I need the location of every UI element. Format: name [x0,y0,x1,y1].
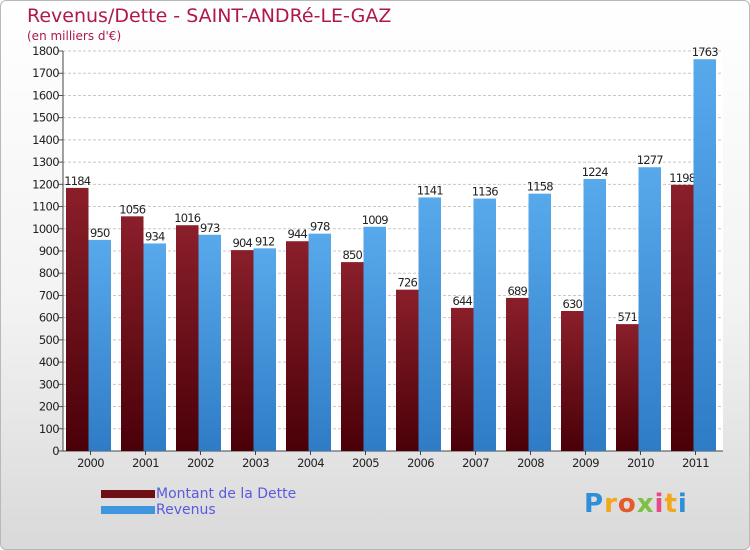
y-tick-label: 1700 [32,66,59,80]
y-tick-label: 1200 [32,177,59,191]
x-tick-label: 2006 [407,456,434,470]
bar-revenus [363,226,386,451]
data-label: 1141 [417,183,444,197]
bar-revenus [253,248,276,451]
bar-revenus [418,197,441,451]
data-label: 1184 [64,174,91,188]
data-label: 1277 [637,153,664,167]
data-label: 973 [200,221,220,235]
bar-revenus [308,233,331,451]
x-tick-label: 2008 [517,456,544,470]
x-tick-label: 2002 [187,456,214,470]
data-label: 1056 [119,202,146,216]
bar-revenus [473,198,496,451]
bar-dette [176,225,199,451]
data-label: 630 [562,297,582,311]
data-label: 944 [287,227,307,241]
y-tick-label: 1400 [32,133,59,147]
bar-revenus [583,179,606,451]
bar-revenus [638,167,661,451]
proxiti-logo: Proxiti [584,489,688,519]
x-tick-label: 2005 [352,456,379,470]
bar-revenus [693,59,716,451]
logo-letter: i [677,489,688,519]
bar-revenus [143,243,166,451]
y-tick-label: 900 [39,244,59,258]
data-label: 571 [617,310,637,324]
y-tick-label: 200 [39,400,59,414]
x-tick-label: 2001 [132,456,159,470]
bar-dette [341,262,364,451]
data-label: 726 [397,276,417,290]
bar-dette [561,311,584,451]
bar-dette [451,307,474,451]
y-tick-label: 1800 [32,44,59,58]
data-label: 950 [90,226,110,240]
legend-swatch-revenus [101,506,155,514]
bar-dette [286,241,309,451]
bar-dette [121,216,144,451]
x-tick-label: 2007 [462,456,489,470]
y-tick-label: 500 [39,333,59,347]
data-label: 904 [232,236,252,250]
bar-dette [231,250,254,451]
logo-letter: t [664,489,678,519]
data-label: 912 [255,234,275,248]
data-label: 850 [342,248,362,262]
x-tick-label: 2003 [242,456,269,470]
data-label: 1158 [527,180,554,194]
x-tick-label: 2011 [682,456,709,470]
y-tick-label: 1500 [32,111,59,125]
y-tick-label: 700 [39,288,59,302]
data-label: 1016 [174,211,201,225]
data-label: 1136 [472,185,499,199]
logo-letter: r [604,489,618,519]
data-label: 1224 [582,165,609,179]
y-tick-label: 300 [39,377,59,391]
bar-dette [66,187,89,451]
y-tick-label: 1100 [32,200,59,214]
data-label: 1009 [362,213,389,227]
bar-dette [506,297,529,451]
y-tick-label: 400 [39,355,59,369]
y-tick-label: 600 [39,311,59,325]
bar-dette [396,289,419,451]
chart-subtitle: (en milliers d'€) [27,29,122,43]
data-label: 644 [452,294,472,308]
data-label: 689 [507,284,527,298]
chart-title: Revenus/Dette - SAINT-ANDRé-LE-GAZ [27,5,392,27]
y-tick-label: 1300 [32,155,59,169]
y-tick-label: 0 [52,444,59,458]
bar-dette [671,184,694,451]
legend-label-revenus: Revenus [156,502,216,518]
y-tick-label: 1000 [32,222,59,236]
y-tick-label: 100 [39,422,59,436]
logo-letter: P [584,489,605,519]
logo-letter: i [654,489,665,519]
legend-swatch-dette [101,490,155,498]
data-label: 1763 [692,45,719,59]
logo-letter: x [636,489,655,519]
y-tick-label: 1600 [32,88,59,102]
x-tick-label: 2000 [77,456,104,470]
data-label: 934 [145,229,165,243]
data-label: 1198 [669,171,696,185]
bar-revenus [88,239,111,451]
bar-dette [616,324,639,451]
data-label: 978 [310,220,330,234]
logo-letter: o [617,489,637,519]
x-tick-label: 2010 [627,456,654,470]
x-tick-label: 2004 [297,456,324,470]
bar-revenus [528,193,551,451]
x-tick-label: 2009 [572,456,599,470]
bar-revenus [198,234,221,451]
y-tick-label: 800 [39,266,59,280]
legend-label-dette: Montant de la Dette [156,486,297,502]
